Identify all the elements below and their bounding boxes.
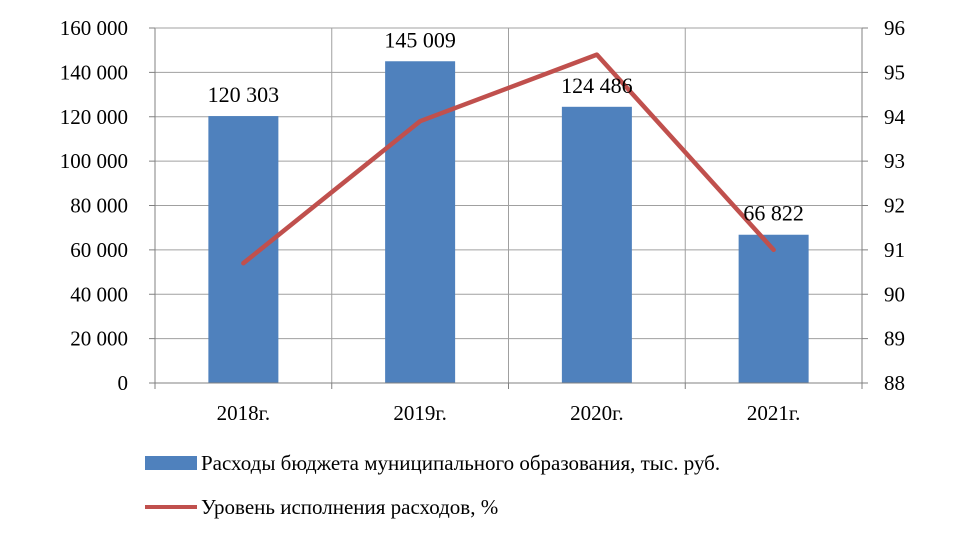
y-left-tick-label: 160 000 [60, 16, 128, 40]
data-labels: 120 303 145 009 124 486 66 822 [208, 27, 804, 225]
x-tick-label: 2019г. [393, 401, 447, 425]
x-tick-label: 2018г. [217, 401, 271, 425]
y-left-tick-label: 0 [118, 371, 129, 395]
y-right-tick-label: 91 [884, 238, 905, 262]
legend-line-label: Уровень исполнения расходов, % [201, 494, 499, 519]
legend-item-line: Уровень исполнения расходов, % [145, 494, 720, 520]
bar [385, 61, 456, 383]
bar-data-label: 145 009 [384, 27, 456, 52]
legend-bar-label: Расходы бюджета муниципального образован… [201, 450, 721, 475]
y-left-tick-label: 40 000 [70, 282, 128, 306]
y-left-tick-label: 100 000 [60, 149, 128, 173]
y-right-tick-label: 93 [884, 149, 905, 173]
bar [208, 116, 279, 383]
y-right-tick-label: 95 [884, 60, 905, 84]
axes [149, 27, 868, 389]
bar-data-label: 66 822 [743, 201, 804, 226]
bar [561, 106, 632, 383]
y-left-tick-label: 120 000 [60, 105, 128, 129]
legend-item-bars: Расходы бюджета муниципального образован… [145, 450, 720, 476]
execution-level-line [241, 52, 776, 266]
x-tick-label: 2021г. [747, 401, 801, 425]
y-left-tick-label: 80 000 [70, 194, 128, 218]
y-right-tick-label: 90 [884, 282, 905, 306]
y-left-tick-label: 60 000 [70, 238, 128, 262]
tick-labels: 0 20 000 40 000 60 000 80 000 100 000 120 000 1… [60, 16, 906, 425]
y-right-tick-label: 96 [884, 16, 905, 40]
y-right-tick-label: 89 [884, 327, 905, 351]
y-left-tick-label: 20 000 [70, 327, 128, 351]
legend: Расходы бюджета муниципального образован… [145, 450, 720, 538]
bar-data-label: 124 486 [561, 73, 633, 98]
y-right-tick-label: 88 [884, 371, 905, 395]
line-series [241, 52, 776, 266]
bar-data-label: 120 303 [208, 82, 280, 107]
bar [738, 234, 809, 383]
legend-bar-swatch [145, 456, 197, 470]
y-right-tick-label: 92 [884, 194, 905, 218]
y-left-tick-label: 140 000 [60, 60, 128, 84]
y-right-tick-label: 94 [884, 105, 906, 129]
x-tick-label: 2020г. [570, 401, 624, 425]
legend-line-swatch [145, 505, 197, 509]
bar-series [208, 61, 809, 383]
